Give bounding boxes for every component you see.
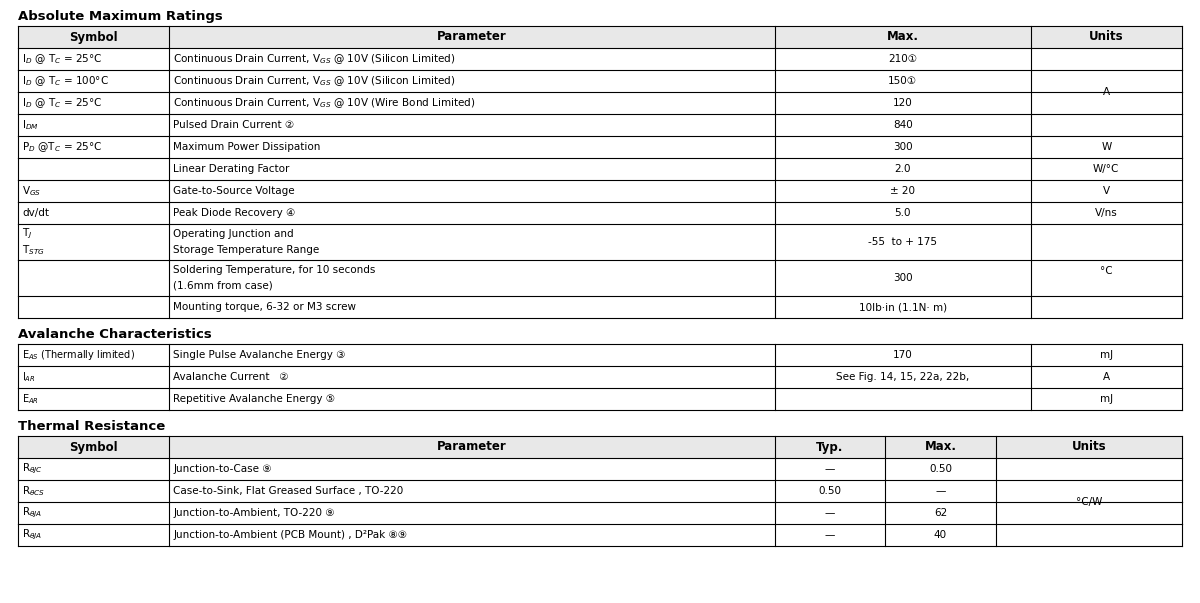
Text: Max.: Max. (924, 441, 956, 453)
Bar (18, 48, 1182, 70)
Text: Continuous Drain Current, V$_{GS}$ @ 10V (Wire Bond Limited): Continuous Drain Current, V$_{GS}$ @ 10V… (173, 96, 475, 110)
Bar (18, 180, 1182, 202)
Text: E$_{AR}$: E$_{AR}$ (22, 392, 38, 406)
Text: Symbol: Symbol (70, 31, 118, 43)
Text: —: — (824, 530, 835, 540)
Text: See Fig. 14, 15, 22a, 22b,: See Fig. 14, 15, 22a, 22b, (836, 372, 970, 382)
Text: Linear Derating Factor: Linear Derating Factor (173, 164, 289, 174)
Text: A: A (1103, 87, 1110, 97)
Text: °C/W: °C/W (1075, 497, 1102, 507)
Text: Symbol: Symbol (70, 441, 118, 453)
Text: 40: 40 (934, 530, 947, 540)
Bar (18, 436, 1182, 458)
Text: P$_D$ @T$_C$ = 25°C: P$_D$ @T$_C$ = 25°C (22, 140, 102, 154)
Text: I$_D$ @ T$_C$ = 25°C: I$_D$ @ T$_C$ = 25°C (22, 96, 102, 110)
Text: —: — (824, 508, 835, 518)
Text: W: W (1102, 142, 1111, 152)
Text: Units: Units (1072, 441, 1106, 453)
Bar (18, 388, 1182, 410)
Text: R$_{θJA}$: R$_{θJA}$ (22, 506, 42, 520)
Text: T$_{STG}$: T$_{STG}$ (22, 243, 44, 257)
Text: V/ns: V/ns (1094, 208, 1117, 218)
Text: Case-to-Sink, Flat Greased Surface , TO-220: Case-to-Sink, Flat Greased Surface , TO-… (173, 486, 403, 496)
Text: 840: 840 (893, 120, 912, 130)
Text: 150①: 150① (888, 76, 917, 86)
Text: 2.0: 2.0 (894, 164, 911, 174)
Text: Continuous Drain Current, V$_{GS}$ @ 10V (Silicon Limited): Continuous Drain Current, V$_{GS}$ @ 10V… (173, 52, 456, 66)
Text: —: — (935, 486, 946, 496)
Text: V$_{GS}$: V$_{GS}$ (22, 184, 41, 198)
Text: V: V (1103, 186, 1110, 196)
Bar (18, 296, 1182, 318)
Text: mJ: mJ (1099, 350, 1112, 360)
Text: R$_{θCS}$: R$_{θCS}$ (22, 484, 46, 498)
Text: (1.6mm from case): (1.6mm from case) (173, 281, 274, 291)
Bar (18, 502, 1182, 524)
Text: A: A (1103, 372, 1110, 382)
Bar (18, 260, 1182, 296)
Bar (18, 202, 1182, 224)
Text: Soldering Temperature, for 10 seconds: Soldering Temperature, for 10 seconds (173, 265, 376, 275)
Bar (18, 70, 1182, 92)
Bar (18, 458, 1182, 480)
Text: Junction-to-Ambient (PCB Mount) , D²Pak ⑧⑨: Junction-to-Ambient (PCB Mount) , D²Pak … (173, 530, 407, 540)
Text: Junction-to-Ambient, TO-220 ⑨: Junction-to-Ambient, TO-220 ⑨ (173, 508, 335, 518)
Bar (18, 366, 1182, 388)
Text: 300: 300 (893, 273, 912, 283)
Text: Absolute Maximum Ratings: Absolute Maximum Ratings (18, 10, 223, 23)
Text: I$_{DM}$: I$_{DM}$ (22, 118, 38, 132)
Text: 10lb·in (1.1N· m): 10lb·in (1.1N· m) (858, 302, 947, 312)
Text: Parameter: Parameter (437, 441, 506, 453)
Text: W/°C: W/°C (1093, 164, 1120, 174)
Text: Operating Junction and: Operating Junction and (173, 229, 294, 239)
Text: Junction-to-Case ⑨: Junction-to-Case ⑨ (173, 464, 272, 474)
Text: Mounting torque, 6-32 or M3 screw: Mounting torque, 6-32 or M3 screw (173, 302, 356, 312)
Bar (18, 480, 1182, 502)
Text: Gate-to-Source Voltage: Gate-to-Source Voltage (173, 186, 295, 196)
Text: Repetitive Avalanche Energy ⑤: Repetitive Avalanche Energy ⑤ (173, 394, 335, 404)
Text: Continuous Drain Current, V$_{GS}$ @ 10V (Silicon Limited): Continuous Drain Current, V$_{GS}$ @ 10V… (173, 74, 456, 88)
Text: Units: Units (1090, 31, 1123, 43)
Text: —: — (824, 464, 835, 474)
Text: 210①: 210① (888, 54, 917, 64)
Bar (18, 158, 1182, 180)
Text: 62: 62 (934, 508, 947, 518)
Text: 0.50: 0.50 (818, 486, 841, 496)
Text: T$_J$: T$_J$ (22, 227, 32, 241)
Text: Avalanche Current   ②: Avalanche Current ② (173, 372, 289, 382)
Bar (18, 224, 1182, 260)
Text: 0.50: 0.50 (929, 464, 952, 474)
Text: -55  to + 175: -55 to + 175 (868, 237, 937, 247)
Text: °C: °C (1100, 266, 1112, 276)
Text: Pulsed Drain Current ②: Pulsed Drain Current ② (173, 120, 294, 130)
Text: Typ.: Typ. (816, 441, 844, 453)
Text: I$_D$ @ T$_C$ = 25°C: I$_D$ @ T$_C$ = 25°C (22, 52, 102, 66)
Text: R$_{θJA}$: R$_{θJA}$ (22, 528, 42, 542)
Bar (18, 26, 1182, 48)
Text: E$_{AS}$ (Thermally limited): E$_{AS}$ (Thermally limited) (22, 348, 134, 362)
Text: R$_{θJC}$: R$_{θJC}$ (22, 462, 43, 476)
Text: Single Pulse Avalanche Energy ③: Single Pulse Avalanche Energy ③ (173, 350, 346, 360)
Text: Peak Diode Recovery ④: Peak Diode Recovery ④ (173, 208, 295, 218)
Text: 170: 170 (893, 350, 912, 360)
Text: I$_{AR}$: I$_{AR}$ (22, 370, 36, 384)
Bar (18, 344, 1182, 366)
Text: Storage Temperature Range: Storage Temperature Range (173, 245, 319, 255)
Bar (18, 114, 1182, 136)
Text: mJ: mJ (1099, 394, 1112, 404)
Text: I$_D$ @ T$_C$ = 100°C: I$_D$ @ T$_C$ = 100°C (22, 74, 109, 88)
Bar (18, 136, 1182, 158)
Text: 300: 300 (893, 142, 912, 152)
Text: Max.: Max. (887, 31, 919, 43)
Text: 5.0: 5.0 (894, 208, 911, 218)
Text: Thermal Resistance: Thermal Resistance (18, 420, 166, 433)
Text: ± 20: ± 20 (890, 186, 916, 196)
Text: 120: 120 (893, 98, 912, 108)
Text: Parameter: Parameter (437, 31, 506, 43)
Bar (18, 92, 1182, 114)
Text: dv/dt: dv/dt (22, 208, 49, 218)
Text: Avalanche Characteristics: Avalanche Characteristics (18, 328, 211, 341)
Text: Maximum Power Dissipation: Maximum Power Dissipation (173, 142, 320, 152)
Bar (18, 524, 1182, 546)
